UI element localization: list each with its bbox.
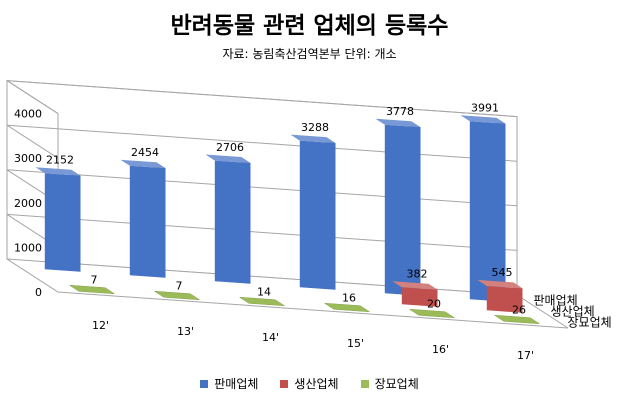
x-tick-label: 15'	[347, 337, 364, 350]
data-label: 2454	[131, 146, 159, 159]
bar	[477, 279, 523, 289]
series-axis-label: 판매업체	[534, 294, 578, 308]
legend-item: 장묘업체	[360, 375, 419, 392]
bar-front	[384, 124, 421, 296]
gridline	[6, 213, 518, 251]
bar	[68, 284, 116, 295]
series-axis-label: 장묘업체	[568, 316, 612, 330]
x-tick-label: 12'	[92, 319, 109, 332]
legend-swatch	[200, 379, 209, 388]
bar	[238, 296, 286, 307]
bar	[493, 314, 541, 325]
bar	[120, 159, 166, 169]
y-tick-label: 4000	[14, 108, 42, 121]
legend-label: 장묘업체	[374, 377, 419, 391]
legend-swatch	[360, 379, 369, 388]
chart-title: 반려동물 관련 업체의 등록수	[170, 13, 449, 39]
legend-swatch	[280, 379, 289, 388]
y-tick-label: 3000	[14, 152, 42, 165]
data-label: 2152	[46, 154, 74, 167]
x-tick-label: 17'	[517, 349, 534, 362]
gridline	[6, 169, 518, 207]
gridline	[6, 124, 518, 162]
bar	[205, 154, 251, 164]
bar	[290, 134, 336, 144]
y-tick-label: 1000	[14, 241, 42, 254]
y-tick-label: 0	[35, 286, 42, 299]
data-label: 20	[427, 298, 441, 311]
data-label: 7	[176, 280, 183, 293]
bar-front	[214, 160, 251, 284]
bar-front	[469, 121, 506, 302]
data-label: 545	[492, 266, 513, 279]
bar	[35, 167, 81, 176]
bar	[392, 281, 438, 290]
bar-front	[299, 140, 336, 290]
bar	[153, 290, 201, 301]
data-label: 3991	[471, 102, 499, 115]
data-label: 3288	[301, 121, 329, 134]
chart-legend: 판매업체 생산업체 장묘업체	[0, 375, 619, 392]
x-tick-label: 13'	[177, 325, 194, 338]
data-label: 14	[257, 286, 271, 299]
y-tick-label: 2000	[14, 197, 42, 210]
data-label: 16	[342, 292, 356, 305]
bar	[375, 118, 421, 128]
chart-subtitle: 자료: 농림축산검역본부 단위: 개소	[222, 47, 397, 61]
gridline	[6, 80, 518, 118]
data-label: 7	[91, 274, 98, 287]
x-tick-label: 16'	[432, 343, 449, 356]
bar-front	[486, 286, 523, 313]
legend-label: 판매업체	[214, 377, 259, 391]
legend-item: 생산업체	[280, 375, 339, 392]
bar	[460, 115, 506, 124]
legend-label: 생산업체	[294, 377, 339, 391]
data-label: 3778	[386, 105, 414, 118]
bar-front	[129, 165, 166, 278]
x-tick-label: 14'	[262, 331, 279, 344]
series-axis-label: 생산업체	[551, 305, 595, 319]
data-label: 2706	[216, 141, 244, 154]
legend-item: 판매업체	[200, 375, 258, 392]
data-label: 26	[512, 304, 526, 317]
bar	[408, 308, 456, 319]
bar-front	[401, 287, 438, 307]
bar	[323, 302, 371, 313]
bar-front	[44, 173, 81, 272]
data-label: 382	[407, 267, 428, 280]
